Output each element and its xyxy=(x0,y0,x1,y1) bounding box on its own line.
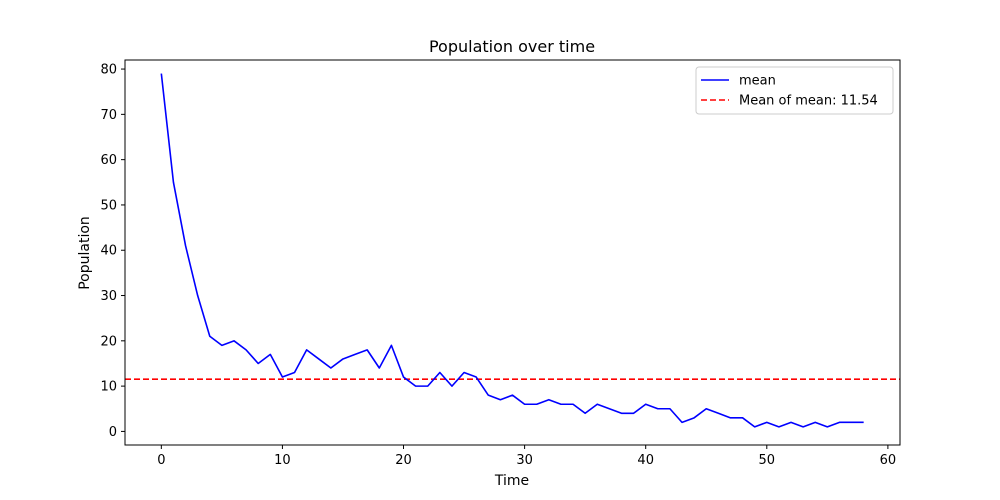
y-tick-label: 50 xyxy=(100,198,117,213)
y-tick-label: 0 xyxy=(109,425,117,440)
y-axis-label: Population xyxy=(77,216,93,290)
x-axis-ticks: 0 10 20 30 40 50 60 xyxy=(157,445,896,468)
y-tick-label: 80 xyxy=(100,63,117,78)
x-tick-label: 60 xyxy=(880,453,897,468)
legend-label: mean xyxy=(739,74,776,89)
y-tick-label: 30 xyxy=(100,289,117,304)
y-tick-label: 70 xyxy=(100,108,117,123)
chart-title: Population over time xyxy=(429,37,595,56)
x-axis-label: Time xyxy=(494,473,529,489)
y-tick-label: 60 xyxy=(100,153,117,168)
legend-label: Mean of mean: 11.54 xyxy=(739,94,878,109)
y-tick-label: 20 xyxy=(100,334,117,349)
x-tick-label: 10 xyxy=(274,453,291,468)
y-axis-ticks: 0 10 20 30 40 50 60 70 80 xyxy=(100,63,125,440)
legend: mean Mean of mean: 11.54 xyxy=(695,66,894,115)
x-tick-label: 40 xyxy=(637,453,654,468)
plot-area xyxy=(125,73,900,428)
series-line-mean xyxy=(160,73,864,428)
y-tick-label: 40 xyxy=(100,244,117,259)
x-tick-label: 50 xyxy=(759,453,776,468)
x-tick-label: 0 xyxy=(157,453,165,468)
legend-box xyxy=(695,66,894,115)
x-tick-label: 20 xyxy=(395,453,412,468)
y-tick-label: 10 xyxy=(100,380,117,395)
x-tick-label: 30 xyxy=(516,453,533,468)
axes-frame xyxy=(124,59,901,446)
